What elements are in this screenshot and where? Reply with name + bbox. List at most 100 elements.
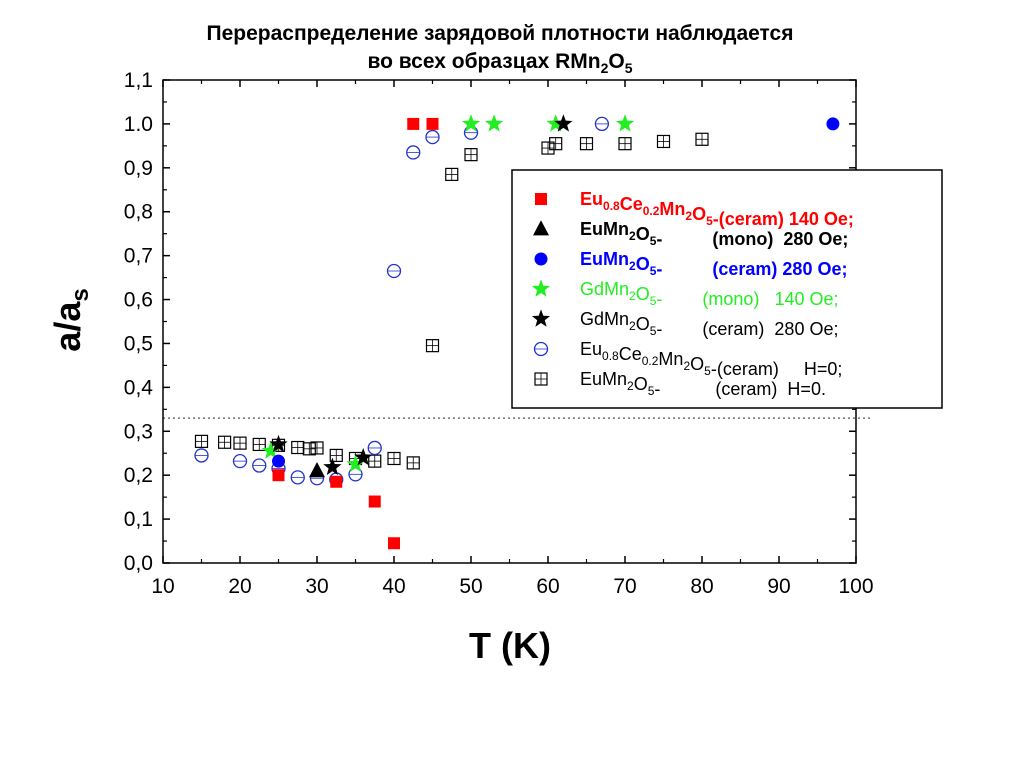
series-0 <box>272 117 439 550</box>
data-point <box>406 145 421 160</box>
data-point <box>310 441 324 455</box>
legend-label: GdMn2O5- (ceram) 280 Oe; <box>580 309 838 339</box>
data-point <box>594 116 610 132</box>
legend-text-run: - (ceram) 280 Oe; <box>656 319 838 339</box>
y-tick-label: 0,9 <box>124 157 153 180</box>
x-tick-label: 40 <box>382 575 405 598</box>
series-3 <box>261 114 635 472</box>
legend-subscript: 5 <box>650 264 657 278</box>
x-tick-label: 100 <box>838 575 873 598</box>
data-point <box>549 137 563 151</box>
data-point <box>554 114 573 132</box>
legend-text-run: - (ceram) H=0. <box>654 379 826 399</box>
title-text-part: во всех образцах RMn <box>367 50 601 73</box>
data-point <box>618 137 632 151</box>
data-point <box>464 148 478 162</box>
legend-subscript: 5 <box>648 384 655 398</box>
legend-subscript: 0.8 <box>603 199 620 213</box>
y-tick-label: 0,3 <box>124 420 153 443</box>
data-point <box>261 441 280 459</box>
legend-text-run: O <box>636 254 650 274</box>
x-tick-label: 30 <box>305 575 328 598</box>
legend-subscript: 0.8 <box>602 349 619 363</box>
y-tick-label: 1,1 <box>124 69 153 92</box>
legend-text-run: O <box>636 284 650 304</box>
legend-subscript: 2 <box>629 229 636 243</box>
data-point <box>425 339 440 353</box>
data-point <box>387 451 401 466</box>
data-point <box>407 117 420 130</box>
data-point <box>252 437 266 452</box>
legend-marker <box>531 309 551 327</box>
title-subscript: 5 <box>624 60 633 77</box>
legend-subscript: 5 <box>650 234 657 248</box>
legend-marker <box>534 252 548 266</box>
legend-subscript: 5 <box>704 364 711 378</box>
data-point <box>426 117 439 130</box>
data-point <box>579 137 594 151</box>
legend-subscript: 5 <box>650 294 657 308</box>
title-text-part: O <box>608 50 625 73</box>
y-axis-title-main: a/a <box>47 301 88 352</box>
x-tick-label: 60 <box>536 575 559 598</box>
legend-text-run: O <box>634 374 648 394</box>
legend-text-run: O <box>692 204 706 224</box>
legend-text-run: O <box>636 314 650 334</box>
data-point <box>218 435 232 449</box>
series-1 <box>309 461 325 478</box>
y-tick-label: 0,8 <box>124 201 153 224</box>
legend-label: EuMn2O5- (ceram) H=0. <box>580 369 826 399</box>
legend-subscript: 0.2 <box>643 204 660 218</box>
data-point <box>233 436 247 450</box>
data-point <box>194 434 209 448</box>
y-tick-label: 0,7 <box>124 245 153 268</box>
legend-subscript: 2 <box>685 209 692 223</box>
legend-text-run: Mn <box>658 349 683 369</box>
y-tick-label: 0,5 <box>124 332 153 355</box>
legend-label: EuMn2O5- (ceram) 280 Oe; <box>580 249 847 279</box>
legend-subscript: 5 <box>650 324 657 338</box>
data-point <box>386 263 402 279</box>
legend-marker <box>533 341 549 357</box>
x-tick-label: 20 <box>228 575 251 598</box>
data-point <box>329 448 343 463</box>
x-tick-label: 80 <box>690 575 713 598</box>
data-point <box>656 134 671 149</box>
data-point <box>232 453 248 469</box>
data-point <box>354 448 373 466</box>
legend-text-run: -(ceram) H=0; <box>711 359 843 379</box>
data-point <box>445 167 459 182</box>
data-point <box>368 454 382 468</box>
x-axis-title: T (K) <box>469 625 551 666</box>
legend-text-run: O <box>690 354 704 374</box>
data-point <box>546 114 565 132</box>
y-tick-label: 0,1 <box>124 508 153 531</box>
data-point <box>484 114 504 132</box>
data-point <box>194 448 209 463</box>
legend-label: Eu0.8Ce0.2Mn2O5-(ceram) 140 Oe; <box>580 189 854 229</box>
data-point <box>302 442 316 456</box>
data-point <box>826 117 840 131</box>
x-tick-label: 90 <box>767 575 790 598</box>
data-point <box>425 129 440 145</box>
legend-text-run: - (mono) 280 Oe; <box>656 229 848 249</box>
legend-text-run: -(ceram) 140 Oe; <box>713 209 854 229</box>
y-axis-title: a/as <box>47 288 94 351</box>
legend-text-run: Eu <box>580 189 603 209</box>
y-axis-title-subscript: s <box>67 288 94 301</box>
chart-title-line2: во всех образцах RMn2O5 <box>0 48 1000 82</box>
chart-title-line1: Перераспределение зарядовой плотности на… <box>206 22 794 45</box>
x-tick-label: 50 <box>459 575 482 598</box>
chart-title: Перераспределение зарядовой плотности на… <box>0 20 1000 82</box>
legend-subscript: 2 <box>629 259 636 273</box>
y-tick-label: 1.0 <box>124 113 153 136</box>
legend-text-run: GdMn <box>580 279 629 299</box>
legend-text-run: O <box>636 224 650 244</box>
legend-subscript: 2 <box>627 379 634 393</box>
legend-marker <box>534 372 548 386</box>
y-tick-label: 0,6 <box>124 289 153 312</box>
legend-box <box>511 169 943 409</box>
data-point <box>388 537 400 550</box>
data-point <box>309 461 325 478</box>
